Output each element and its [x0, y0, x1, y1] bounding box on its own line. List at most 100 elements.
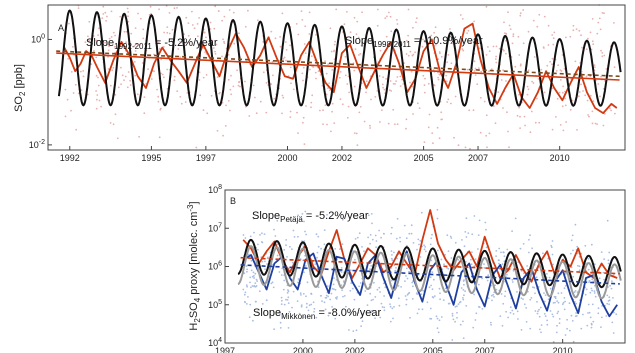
panel-a-observed-daily-scatter-point [526, 85, 529, 88]
panel-b-proxy-mikkonen-scatter-point [261, 303, 264, 305]
panel-a-observed-daily-scatter-point [382, 76, 384, 79]
panel-a-observed-daily-scatter-point [551, 57, 554, 60]
panel-a-observed-daily-scatter-point [346, 116, 349, 119]
panel-b-proxy-mikkonen-scatter-point [374, 317, 376, 320]
panel-b-proxy-mikkonen-scatter-point [419, 256, 422, 258]
panel-a-observed-daily-scatter-point [328, 82, 330, 85]
panel-a-observed-daily-scatter-point [449, 28, 451, 30]
panel-b-proxy-mikkonen-scatter-point [506, 273, 508, 276]
panel-a-observed-daily-scatter-point [168, 32, 171, 35]
panel-b-proxy-mikkonen-scatter-point [520, 270, 523, 272]
panel-a-observed-daily-scatter-point [333, 122, 336, 124]
panel-a-observed-daily-scatter-point [195, 146, 198, 149]
panel-b-proxy-mikkonen-scatter-point [504, 295, 506, 298]
panel-a-observed-daily-scatter-point [376, 90, 379, 92]
panel-a-observed-daily-scatter-point [87, 35, 89, 38]
panel-b-proxy-mikkonen-scatter-point [280, 303, 283, 305]
panel-b-proxy-mikkonen-scatter-point [558, 318, 561, 320]
panel-a-observed-daily-scatter-point [574, 60, 577, 63]
panel-a-observed-daily-scatter-point [90, 63, 93, 66]
panel-a-observed-daily-scatter-point [283, 56, 286, 59]
panel-b-proxy-mikkonen-scatter-point [481, 277, 483, 280]
panel-a-observed-daily-scatter-point [445, 74, 448, 77]
panel-a-observed-daily-scatter-point [555, 70, 558, 72]
panel-b-ticks: 1997 2000 2002 2005 2007 2010 104 105 106 107 108 [208, 184, 573, 353]
panel-a-observed-daily-scatter-point [423, 141, 426, 144]
panel-a-observed-daily-scatter-point [168, 12, 171, 14]
panel-a-observed-daily-scatter-point [170, 40, 173, 42]
panel-a-observed-daily-scatter-point [412, 113, 414, 115]
panel-b-proxy-mikkonen-scatter-point [370, 213, 373, 215]
panel-b-lines-layer [237, 209, 622, 318]
panel-a-observed-daily-scatter-point [584, 94, 587, 97]
panel-a-observed-daily-scatter-point [591, 122, 594, 125]
panel-a-observed-daily-scatter-point [123, 79, 125, 82]
panel-b-proxy-mikkonen-scatter-point [489, 321, 492, 324]
panel-a-observed-daily-scatter-point [377, 8, 379, 11]
panel-b-proxy-mikkonen-scatter-point [376, 288, 379, 291]
panel-a-observed-daily-scatter-point [143, 112, 146, 115]
panel-a-observed-daily-scatter-point [458, 40, 460, 43]
panel-b-proxy-mikkonen-scatter-point [287, 327, 290, 329]
panel-b-proxy-mikkonen-scatter-point [323, 243, 326, 246]
panel-a-observed-daily-scatter-point [392, 108, 395, 111]
panel-a-observed-daily-scatter-point [422, 74, 425, 77]
panel-a-observed-daily-scatter-point [331, 110, 333, 113]
panel-a-observed-daily-scatter-point [592, 43, 595, 46]
panel-a-observed-daily-scatter-point [281, 112, 283, 115]
panel-a-observed-daily-scatter-point [559, 79, 562, 81]
panel-b-proxy-mikkonen-scatter-point [428, 286, 431, 289]
panel-a-observed-daily-scatter-point [358, 111, 361, 114]
panel-b-proxy-mikkonen-scatter-point [292, 290, 295, 293]
panel-b-proxy-mikkonen-scatter-point [481, 308, 484, 310]
panel-a-observed-daily-scatter-point [107, 68, 110, 70]
panel-a-observed-daily-scatter-point [97, 84, 100, 87]
panel-b-proxy-mikkonen-scatter-point [371, 238, 374, 241]
panel-b-proxy-mikkonen-scatter-point [426, 301, 429, 304]
panel-b-proxy-mikkonen-scatter-point [424, 250, 427, 253]
panel-b-proxy-mikkonen-scatter-point [408, 232, 411, 235]
panel-b-proxy-mikkonen-scatter-point [375, 246, 377, 249]
panel-a-observed-daily-scatter-point [389, 15, 392, 18]
panel-b-proxy-mikkonen-scatter-point [430, 259, 433, 262]
panel-b-proxy-mikkonen-scatter-point [424, 246, 427, 248]
panel-b-proxy-mikkonen-scatter-point [523, 303, 526, 306]
panel-b-proxy-mikkonen-scatter-point [534, 292, 536, 295]
panel-a-observed-daily-scatter-point [198, 71, 201, 74]
panel-b-proxy-mikkonen-scatter-point [500, 251, 502, 254]
panel-b-proxy-mikkonen-scatter-point [491, 299, 493, 302]
panel-a-observed-daily-scatter-point [601, 12, 604, 14]
panel-b-proxy-mikkonen-scatter-point [341, 218, 344, 221]
panel-a-observed-daily-scatter-point [414, 51, 416, 54]
panel-a-x-tick-label: 1997 [196, 153, 216, 163]
panel-b-proxy-mikkonen-scatter-point [282, 316, 284, 318]
panel-b-proxy-mikkonen-scatter-point [593, 263, 596, 266]
panel-a-observed-daily-scatter-point [238, 81, 240, 84]
panel-a-observed-daily-scatter-point [416, 102, 419, 105]
panel-b-proxy-mikkonen-scatter-point [378, 286, 381, 289]
panel-a-observed-daily-scatter-point [440, 55, 443, 58]
panel-b-proxy-mikkonen-scatter-point [436, 327, 439, 330]
panel-b-proxy-mikkonen-scatter-point [446, 234, 449, 237]
panel-b-proxy-mikkonen-scatter-point [359, 282, 362, 284]
panel-a-observed-daily-scatter-point [157, 95, 160, 98]
panel-b-proxy-mikkonen-scatter-point [608, 303, 610, 306]
panel-b-proxy-mikkonen-scatter-point [412, 242, 415, 244]
panel-b-proxy-mikkonen-scatter-point [562, 301, 565, 304]
panel-a-observed-daily-scatter-point [157, 100, 160, 103]
panel-b-proxy-mikkonen-scatter-point [305, 265, 307, 267]
panel-b-proxy-mikkonen-scatter-point [332, 283, 335, 286]
panel-b-proxy-mikkonen-scatter-point [263, 233, 266, 236]
panel-a-observed-daily-scatter-point [367, 64, 370, 67]
panel-b-proxy-mikkonen-scatter-point [244, 301, 247, 304]
panel-b-proxy-mikkonen-scatter-point [357, 312, 360, 314]
panel-a-observed-daily-scatter-point [592, 100, 595, 103]
panel-a-observed-daily-scatter-point [557, 64, 559, 67]
panel-a-x-tick-label: 2000 [277, 153, 297, 163]
panel-b-proxy-mikkonen-scatter-point [540, 324, 543, 326]
panel-a-observed-daily-scatter-point [578, 29, 581, 32]
panel-b-proxy-mikkonen-scatter-point [552, 315, 555, 318]
panel-a-observed-daily-scatter-point [385, 78, 387, 80]
panel-a-observed-daily-scatter-point [551, 63, 553, 66]
panel-b-proxy-mikkonen-scatter-point [439, 292, 441, 295]
